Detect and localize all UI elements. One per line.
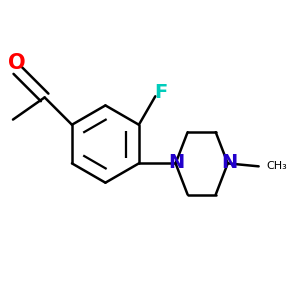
Text: F: F bbox=[154, 83, 167, 102]
Text: O: O bbox=[8, 53, 26, 73]
Text: CH₃: CH₃ bbox=[266, 161, 287, 171]
Text: N: N bbox=[221, 153, 237, 172]
Text: N: N bbox=[169, 153, 185, 172]
